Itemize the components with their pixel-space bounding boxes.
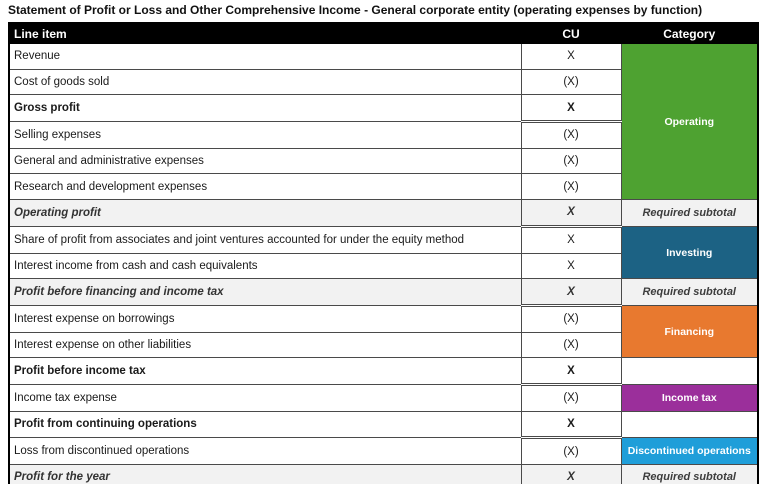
line-item-cell: Loss from discontinued operations bbox=[8, 437, 522, 465]
line-item-cell: Profit from continuing operations bbox=[8, 410, 522, 439]
cu-value-cell: X bbox=[520, 43, 622, 70]
table-row: Cost of goods sold (X) bbox=[8, 68, 758, 96]
cu-value-cell: X bbox=[520, 410, 622, 440]
header-category: Category bbox=[620, 22, 759, 44]
line-item-cell: Interest income from cash and cash equiv… bbox=[8, 252, 522, 280]
table-row: Selling expenses (X) bbox=[8, 121, 758, 149]
category-cell-financing: Financing bbox=[620, 304, 759, 359]
line-item-cell: General and administrative expenses bbox=[8, 147, 522, 175]
cu-value-cell: (X) bbox=[520, 383, 622, 412]
header-row: Line item CU Category bbox=[8, 22, 759, 44]
header-cu: CU bbox=[520, 22, 622, 44]
statement-table-header: Line item CU Category bbox=[8, 22, 759, 44]
page-title: Statement of Profit or Loss and Other Co… bbox=[8, 3, 703, 17]
cu-value-cell: X bbox=[520, 252, 622, 280]
category-cell-income_tax: Income tax bbox=[620, 383, 759, 412]
cu-value-cell: (X) bbox=[520, 331, 622, 359]
category-cell-subtotal: Required subtotal bbox=[620, 199, 759, 227]
table-row: Loss from discontinued operations (X) Disc… bbox=[8, 437, 759, 465]
category-cell-discontinued: Discontinued operations bbox=[620, 437, 759, 465]
line-item-cell: Share of profit from associates and join… bbox=[8, 225, 522, 254]
cu-value-cell: X bbox=[520, 357, 622, 386]
cu-value-cell: X bbox=[520, 278, 622, 307]
category-cell-empty bbox=[620, 357, 759, 385]
table-row: Interest expense on other liabilities (X) bbox=[8, 331, 758, 359]
line-item-cell: Profit before income tax bbox=[8, 357, 522, 385]
cu-value-cell: (X) bbox=[520, 68, 622, 96]
category-cell-empty bbox=[620, 410, 759, 439]
line-item-cell: Revenue bbox=[8, 43, 522, 70]
statement-table-body: Revenue X Operating Cost of goods sold (X) Gr… bbox=[8, 42, 759, 484]
table-row: Interest expense on borrowings (X) Financi… bbox=[8, 304, 759, 359]
table-row: Profit for the year X Required subtotal bbox=[8, 464, 759, 484]
statement-table: Line item CU Category Revenue X Operating C… bbox=[8, 22, 759, 484]
cu-value-cell: X bbox=[520, 94, 622, 124]
table-row: Revenue X Operating bbox=[8, 42, 759, 201]
category-cell-operating: Operating bbox=[620, 42, 759, 201]
header-line-item: Line item bbox=[8, 22, 522, 44]
line-item-cell: Interest expense on other liabilities bbox=[8, 331, 522, 359]
line-item-cell: Profit before financing and income tax bbox=[8, 278, 522, 306]
cu-value-cell: (X) bbox=[520, 147, 622, 175]
category-cell-subtotal: Required subtotal bbox=[620, 464, 759, 484]
table-row: Profit from continuing operations X bbox=[8, 410, 759, 440]
cu-value-cell: (X) bbox=[520, 173, 622, 201]
line-item-cell: Interest expense on borrowings bbox=[8, 304, 522, 333]
cu-value-cell: (X) bbox=[520, 437, 622, 465]
cu-value-cell: X bbox=[520, 225, 622, 254]
line-item-cell: Cost of goods sold bbox=[8, 68, 522, 96]
line-item-cell: Gross profit bbox=[8, 94, 522, 123]
table-row: Share of profit from associates and join… bbox=[8, 225, 759, 280]
line-item-cell: Profit for the year bbox=[8, 464, 522, 484]
table-row: Income tax expense (X) Income tax bbox=[8, 383, 759, 412]
line-item-cell: Income tax expense bbox=[8, 383, 522, 412]
table-row: General and administrative expenses (X) bbox=[8, 147, 758, 175]
line-item-cell: Operating profit bbox=[8, 199, 522, 227]
category-cell-subtotal: Required subtotal bbox=[620, 278, 759, 306]
table-row: Profit before financing and income tax X R… bbox=[8, 278, 759, 307]
cu-value-cell: (X) bbox=[520, 121, 622, 149]
table-row: Operating profit X Required subtotal bbox=[8, 199, 759, 228]
table-row: Interest income from cash and cash equiv… bbox=[8, 252, 758, 280]
category-cell-investing: Investing bbox=[620, 225, 759, 280]
cu-value-cell: X bbox=[520, 199, 622, 228]
cu-value-cell: X bbox=[520, 464, 622, 484]
table-row: Profit before income tax X bbox=[8, 357, 759, 386]
cu-value-cell: (X) bbox=[520, 304, 622, 333]
line-item-cell: Selling expenses bbox=[8, 121, 522, 149]
line-item-cell: Research and development expenses bbox=[8, 173, 522, 201]
